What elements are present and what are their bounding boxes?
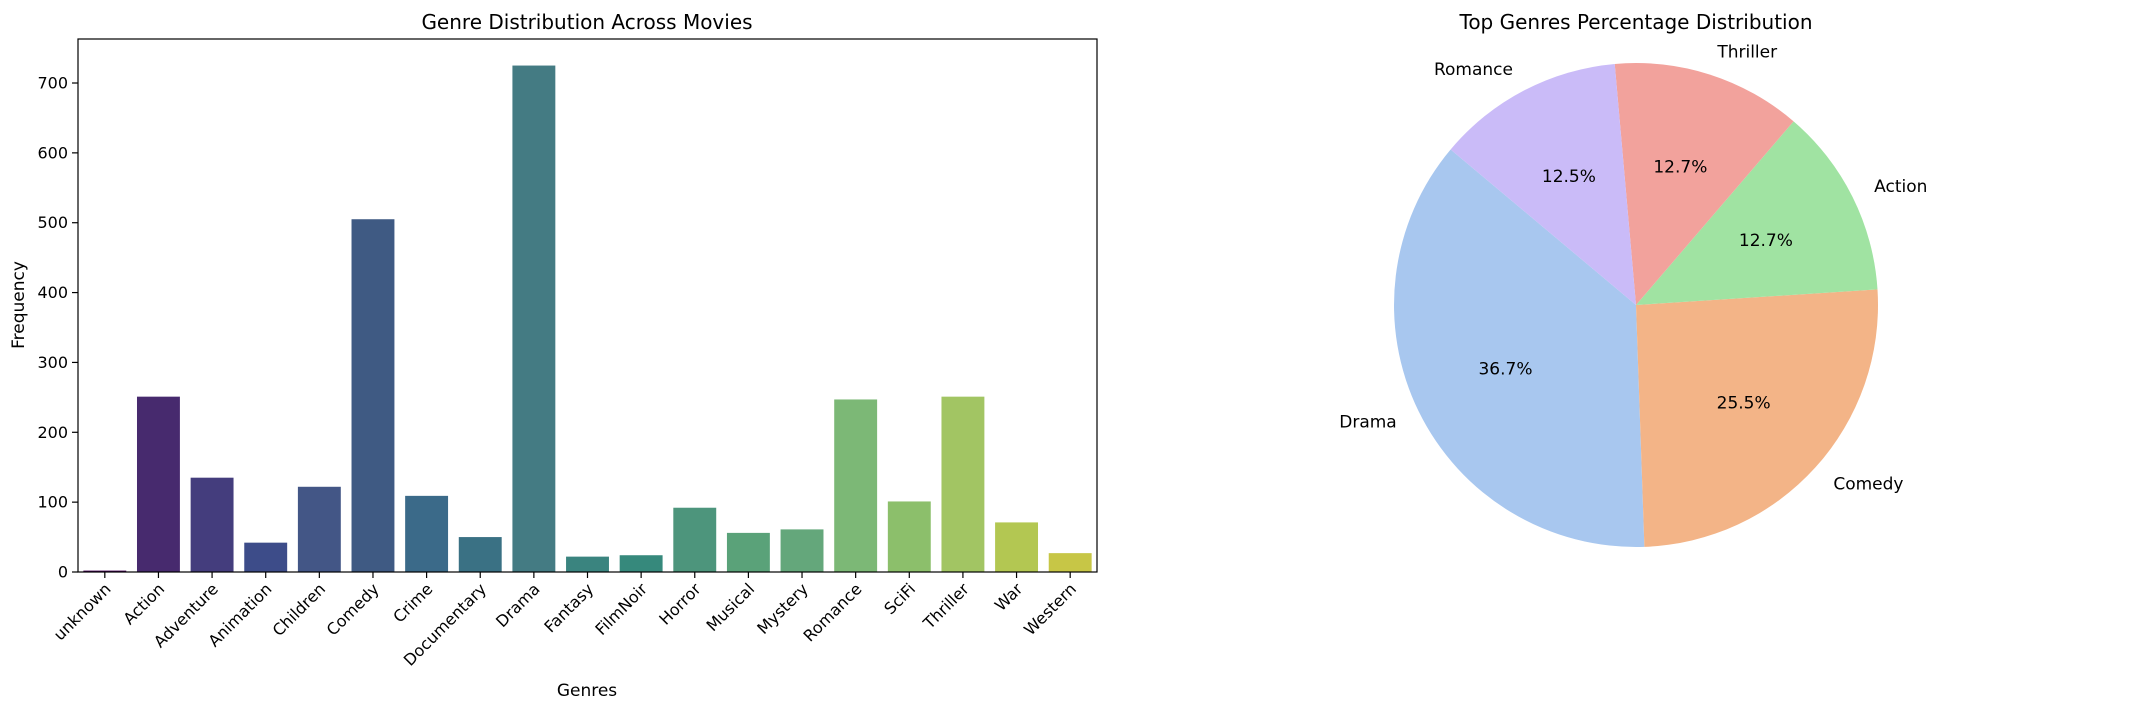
x-tick-label: SciFi: [880, 579, 919, 618]
x-tick-label: Western: [1020, 579, 1080, 639]
y-axis-ticks: 0 100 200 300 400 500 600 700: [37, 74, 78, 582]
bar-musical: [726, 532, 770, 572]
pie-category-label: Comedy: [1833, 475, 1903, 495]
bar-crime: [405, 495, 449, 572]
x-tick-label: Children: [269, 579, 330, 640]
x-axis-ticks: unknown ActionAdventureAnimationChildrenC…: [50, 572, 1080, 670]
bar-fantasy: [566, 556, 609, 572]
bar-comedy: [351, 219, 395, 573]
pie-slices: [1394, 63, 1879, 547]
y-tick-label: 100: [37, 493, 68, 512]
bar-adventure: [190, 477, 234, 572]
bar-drama: [512, 65, 556, 573]
pie-chart: Top Genres Percentage Distribution 36.7%…: [1339, 10, 1927, 547]
bar-children: [297, 486, 341, 572]
x-tick-label: Musical: [703, 579, 759, 635]
y-axis-label: Frequency: [9, 261, 29, 349]
bar-unknown: [83, 570, 127, 572]
pie-slice-thriller: [1614, 63, 1794, 306]
x-tick-label: FilmNoir: [591, 579, 651, 639]
bar-chart: Genre Distribution Across Movies 0 100 200…: [9, 10, 1098, 701]
x-tick-label: Action: [119, 579, 168, 628]
pie-slice-romance: [1450, 63, 1636, 305]
bar-romance: [834, 399, 878, 572]
bar-western: [1048, 553, 1092, 572]
pie-slice-action: [1636, 121, 1878, 305]
pie-category-label: Thriller: [1716, 43, 1777, 63]
y-tick-label: 500: [37, 213, 68, 232]
pie-slice-comedy: [1636, 289, 1879, 547]
y-tick-label: 400: [37, 283, 68, 302]
pie-percent-label: 25.5%: [1717, 393, 1771, 413]
x-tick-label: Crime: [389, 579, 436, 626]
pie-category-label: Action: [1874, 177, 1927, 197]
x-tick-label: unknown: [50, 579, 115, 644]
x-tick-label: Romance: [799, 579, 865, 645]
pie-percent-label: 12.7%: [1739, 231, 1793, 251]
y-tick-label: 200: [37, 423, 68, 442]
bar-documentary: [458, 537, 502, 572]
bar-chart-title: Genre Distribution Across Movies: [421, 10, 752, 34]
pie-chart-title: Top Genres Percentage Distribution: [1459, 10, 1813, 34]
x-axis-label: Genres: [557, 681, 617, 701]
pie-slice-drama: [1394, 149, 1645, 547]
x-tick-label: War: [991, 579, 1027, 615]
pie-percent-label: 36.7%: [1478, 360, 1532, 380]
pie-percent-label: 12.7%: [1653, 158, 1707, 178]
bar-filmnoir: [619, 555, 663, 572]
x-tick-label: Fantasy: [540, 579, 597, 636]
bar-horror: [673, 507, 717, 572]
pie-category-label: Romance: [1434, 60, 1513, 80]
bar-scifi: [887, 501, 931, 572]
x-tick-label: Comedy: [323, 579, 383, 639]
pie-category-label: Drama: [1339, 413, 1396, 433]
bar-thriller: [941, 396, 985, 572]
bar-action: [136, 396, 180, 572]
y-tick-label: 0: [58, 563, 68, 582]
x-tick-label: Drama: [492, 579, 544, 631]
bar-animation: [244, 542, 288, 572]
bar-war: [995, 522, 1039, 572]
bar-series: [83, 65, 1092, 573]
y-tick-label: 700: [37, 74, 68, 93]
bar-plot-frame: [77, 38, 1098, 573]
x-tick-label: Thriller: [919, 579, 973, 633]
pie-labels: 36.7% Drama 25.5% Comedy 12.7% Action 12.7% Thr…: [1339, 43, 1927, 495]
y-tick-label: 300: [37, 353, 68, 372]
bar-mystery: [780, 529, 824, 572]
y-tick-label: 600: [37, 143, 68, 162]
x-tick-label: Horror: [655, 579, 705, 629]
pie-percent-label: 12.5%: [1542, 167, 1596, 187]
